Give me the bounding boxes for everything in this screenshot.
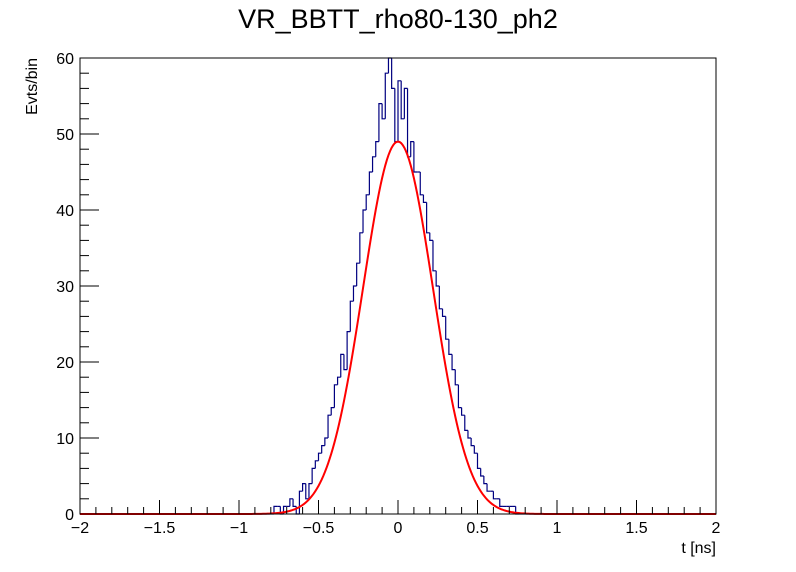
histogram-bin (368, 171, 373, 195)
histogram-bin (457, 384, 462, 409)
histogram-bin (359, 232, 364, 264)
x-tick-label: 1.5 (625, 520, 647, 537)
histogram-bin (397, 80, 402, 142)
histogram-bin (292, 498, 297, 507)
histogram-bin (499, 498, 503, 507)
x-tick-label: 0.5 (466, 520, 488, 537)
x-tick-label: −2 (71, 520, 89, 537)
histogram-bin (356, 262, 360, 286)
y-tick-label: 60 (56, 51, 74, 68)
histogram-bin (311, 467, 316, 484)
histogram-bin (349, 300, 354, 332)
histogram-bin (384, 72, 389, 119)
histogram-bin (273, 505, 278, 514)
histogram-bin (317, 452, 322, 461)
histogram-bin (365, 194, 370, 210)
histogram-bin (422, 194, 427, 203)
histogram-bin (346, 331, 351, 370)
histogram-bin (340, 353, 344, 378)
histogram-bin (336, 376, 341, 385)
histogram-bin (302, 483, 306, 492)
histogram-bin (483, 476, 488, 485)
x-tick-label: 0 (394, 520, 403, 537)
y-tick-label: 20 (56, 355, 74, 372)
histogram-bin (492, 491, 497, 500)
chart-title: VR_BBTT_rho80-130_ph2 (238, 4, 558, 34)
histogram-bin (381, 103, 386, 120)
x-tick-label: 1 (553, 520, 562, 537)
histogram-bin (327, 414, 332, 438)
histogram-bin (451, 354, 456, 371)
histogram-bin (473, 445, 478, 454)
x-tick-label: −0.5 (303, 520, 335, 537)
y-axis-ticks: 0 10 20 30 40 50 60 (56, 51, 99, 524)
histogram-bin (464, 415, 468, 431)
histogram-bin (378, 103, 383, 142)
histogram-bin (426, 202, 430, 234)
histogram-bin (467, 430, 472, 439)
histogram-bin (461, 407, 465, 416)
x-tick-label: −1.5 (144, 520, 176, 537)
fit-curve-layer (80, 140, 716, 515)
histogram-bin (308, 483, 313, 499)
histogram-bin (391, 58, 395, 89)
y-tick-label: 40 (56, 203, 74, 220)
histogram-bin (403, 87, 408, 119)
y-tick-label: 0 (65, 507, 74, 524)
histogram-bin (448, 339, 453, 355)
histogram-bin (375, 141, 379, 157)
histogram-bin (429, 232, 433, 241)
histogram-bin (435, 270, 440, 287)
histogram-bin (413, 141, 418, 173)
histogram-bin (441, 308, 446, 317)
y-tick-label: 30 (56, 279, 74, 296)
histogram-bin (321, 445, 325, 454)
gaussian-fit-curve (80, 140, 716, 515)
histogram-bin (432, 240, 437, 272)
histogram-bars (80, 57, 713, 515)
histogram-bin (305, 483, 309, 500)
histogram-bin (371, 156, 376, 172)
y-tick-label: 50 (56, 127, 74, 144)
histogram-bin (419, 172, 424, 196)
histogram-bin (362, 209, 367, 233)
histogram-bin (343, 354, 348, 371)
histogram-bin (476, 453, 481, 469)
histogram-bin (470, 438, 475, 447)
histogram-bin (289, 498, 294, 507)
histogram-bin (454, 369, 459, 386)
histogram-bin (400, 80, 405, 120)
histogram-bin (330, 407, 335, 416)
histogram-bin (480, 468, 484, 477)
histogram-bin (352, 285, 357, 302)
histogram-bin (445, 316, 449, 340)
histogram-bin (333, 384, 338, 408)
histogram-bin (314, 460, 319, 469)
y-tick-label: 10 (56, 431, 74, 448)
y-axis-label: Evts/bin (24, 58, 41, 115)
x-axis-label: t [ns] (681, 540, 716, 557)
histogram-bin (410, 141, 414, 157)
histogram-bin (324, 437, 329, 446)
x-axis-ticks: −2 −1.5 −1 −0.5 0 0.5 1 1.5 2 (71, 500, 721, 537)
x-tick-label: −1 (230, 520, 248, 537)
histogram-bin (486, 483, 491, 492)
histogram-bin (438, 286, 443, 310)
x-tick-label: 2 (712, 520, 721, 537)
